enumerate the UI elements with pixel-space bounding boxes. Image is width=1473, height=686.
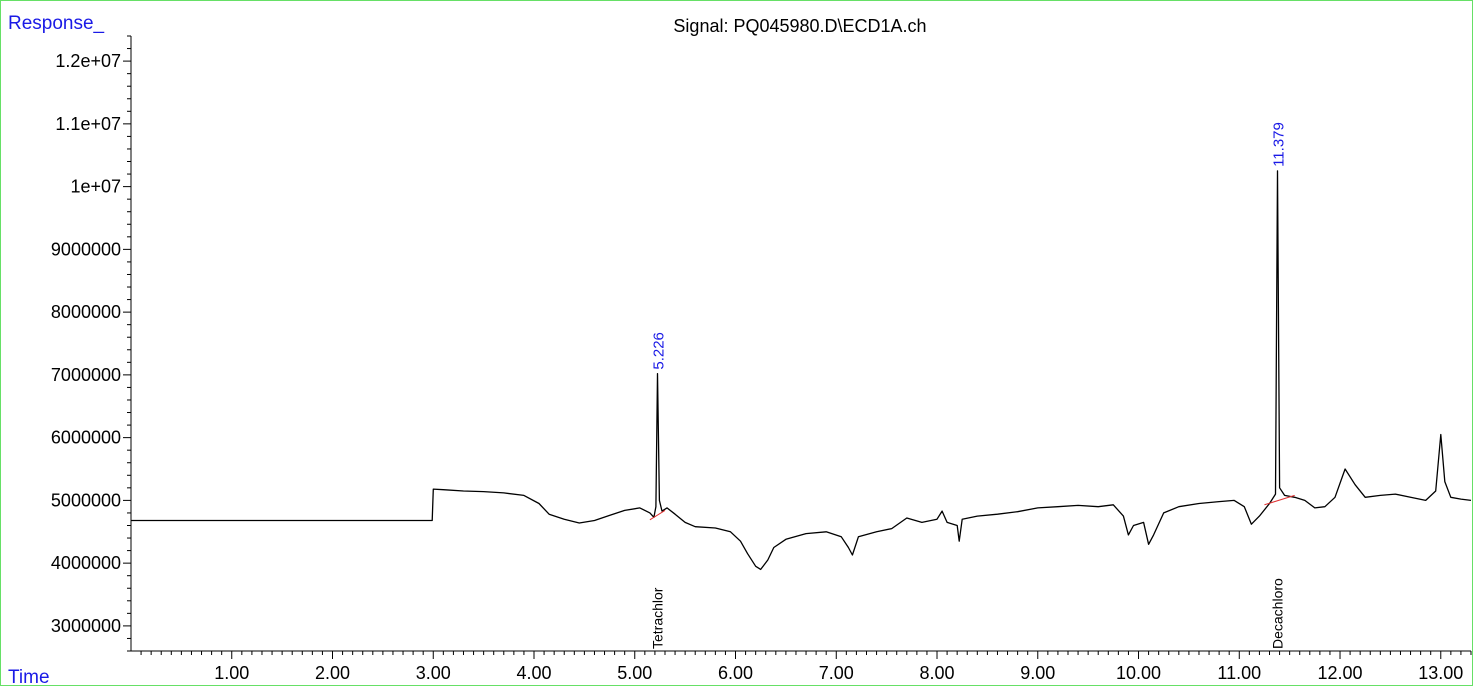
x-tick-label: 5.00 bbox=[617, 663, 652, 683]
peak-baseline bbox=[1264, 494, 1295, 506]
y-tick-label: 7000000 bbox=[51, 365, 121, 385]
x-tick-label: 1.00 bbox=[214, 663, 249, 683]
y-tick-label: 8000000 bbox=[51, 302, 121, 322]
signal-trace bbox=[131, 170, 1472, 571]
x-tick-label: 13.00 bbox=[1418, 663, 1463, 683]
x-tick-label: 3.00 bbox=[416, 663, 451, 683]
y-tick-label: 3000000 bbox=[51, 616, 121, 636]
x-tick-label: 6.00 bbox=[718, 663, 753, 683]
peak-compound-name: Tetrachlor bbox=[650, 587, 666, 649]
y-tick-label: 1e+07 bbox=[70, 177, 121, 197]
x-tick-label: 4.00 bbox=[516, 663, 551, 683]
tick-marks bbox=[123, 35, 1472, 659]
x-tick-label: 9.00 bbox=[1020, 663, 1055, 683]
peak-compound-name: Decachloro bbox=[1269, 578, 1285, 649]
peak-annotations: 5.226 Tetrachlor 11.379 Decachloro bbox=[650, 122, 1288, 649]
peak-baseline bbox=[649, 510, 666, 521]
tick-labels: 3000000 4000000 5000000 6000000 7000000 80000… bbox=[51, 51, 1463, 683]
y-tick-label: 1.1e+07 bbox=[55, 114, 121, 134]
chart-title: Signal: PQ045980.D\ECD1A.ch bbox=[673, 16, 926, 36]
y-tick-label: 6000000 bbox=[51, 428, 121, 448]
x-axis-label: Time bbox=[8, 667, 50, 686]
peak-retention-time: 11.379 bbox=[1270, 122, 1287, 167]
axes bbox=[130, 36, 1471, 652]
x-tick-label: 10.00 bbox=[1116, 663, 1161, 683]
x-tick-label: 2.00 bbox=[315, 663, 350, 683]
y-axis-label: Response_ bbox=[8, 13, 105, 34]
plot-area bbox=[131, 170, 1472, 571]
y-tick-label: 4000000 bbox=[51, 553, 121, 573]
y-tick-label: 9000000 bbox=[51, 239, 121, 259]
x-tick-label: 12.00 bbox=[1317, 663, 1362, 683]
y-tick-label: 5000000 bbox=[51, 490, 121, 510]
x-tick-label: 11.00 bbox=[1217, 663, 1261, 683]
y-tick-label: 1.2e+07 bbox=[55, 51, 121, 71]
x-tick-label: 7.00 bbox=[819, 663, 854, 683]
x-tick-label: 8.00 bbox=[919, 663, 954, 683]
peak-retention-time: 5.226 bbox=[651, 332, 668, 370]
